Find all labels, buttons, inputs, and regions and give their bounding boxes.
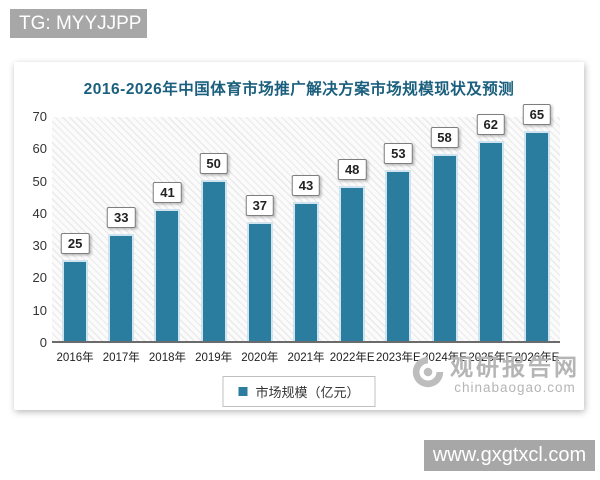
y-tick-label: 20 (32, 270, 47, 286)
legend-swatch-icon (238, 387, 248, 396)
legend-label: 市场规模（亿元） (255, 385, 360, 400)
x-tick-label: 2022年E (329, 352, 375, 364)
bar-value-label: 53 (384, 142, 413, 164)
y-tick-label: 60 (32, 141, 47, 157)
x-tick-label: 2023年E (375, 352, 421, 364)
chart-title: 2016-2026年中国体育市场推广解决方案市场规模现状及预测 (83, 81, 515, 98)
x-tick-label: 2016年 (56, 352, 94, 364)
y-tick-label: 70 (32, 109, 47, 124)
bar (246, 221, 273, 341)
tg-watermark-badge: TG: MYYJJPP (10, 9, 147, 38)
y-axis: 0 10 20 30 40 50 60 70 (14, 109, 47, 350)
bar-value-label: 33 (107, 207, 136, 229)
x-tick-label: 2018年 (148, 352, 186, 364)
x-tick-label: 2025年E (468, 352, 514, 364)
x-tick-label: 2026年E (514, 352, 560, 364)
bar-value-label: 43 (291, 175, 321, 197)
x-tick-label: 2019年 (195, 352, 233, 364)
bar (108, 234, 135, 341)
bar-value-label: 50 (199, 152, 228, 174)
site-badge-text: www.gxgtxcl.com (432, 444, 587, 466)
bar-value-label: 48 (337, 159, 367, 181)
bar (154, 208, 181, 341)
plot-area: 25 33 41 50 37 43 48 53 58 62 65 (52, 104, 560, 343)
site-watermark-badge: www.gxgtxcl.com (424, 440, 595, 471)
bar-value-label: 25 (60, 233, 90, 255)
bar-value-label: 58 (430, 126, 459, 148)
chart-card: 2016-2026年中国体育市场推广解决方案市场规模现状及预测 0 10 20 30 4… (14, 62, 584, 410)
x-tick-label: 2021年 (287, 352, 325, 364)
bar-value-label: 65 (522, 104, 552, 126)
y-tick-label: 10 (32, 302, 47, 318)
bar (339, 186, 366, 341)
x-axis: 2016年 2017年 2018年 2019年 2020年 2021年 2022年E 2023… (52, 349, 560, 365)
bar (62, 260, 89, 341)
watermark-domain: chinabaogao.com (454, 379, 576, 395)
tg-badge-text: TG: MYYJJPP (19, 12, 142, 34)
y-tick-label: 50 (32, 173, 47, 189)
bar (477, 140, 504, 341)
bar (385, 169, 412, 341)
bar (293, 202, 319, 341)
y-tick-label: 0 (39, 335, 47, 350)
x-tick-label: 2017年 (102, 352, 140, 364)
x-tick-label: 2020年 (241, 352, 279, 364)
x-tick-label: 2024年E (422, 352, 467, 364)
bar (200, 179, 227, 341)
bar-value-label: 41 (153, 181, 182, 203)
bar-value-label: 62 (476, 113, 505, 135)
legend: 市场规模（亿元） (222, 376, 376, 407)
y-tick-label: 30 (32, 238, 47, 254)
bar (523, 131, 550, 341)
y-tick-label: 40 (32, 205, 47, 221)
bar (431, 153, 458, 341)
bar-value-label: 37 (245, 194, 275, 216)
